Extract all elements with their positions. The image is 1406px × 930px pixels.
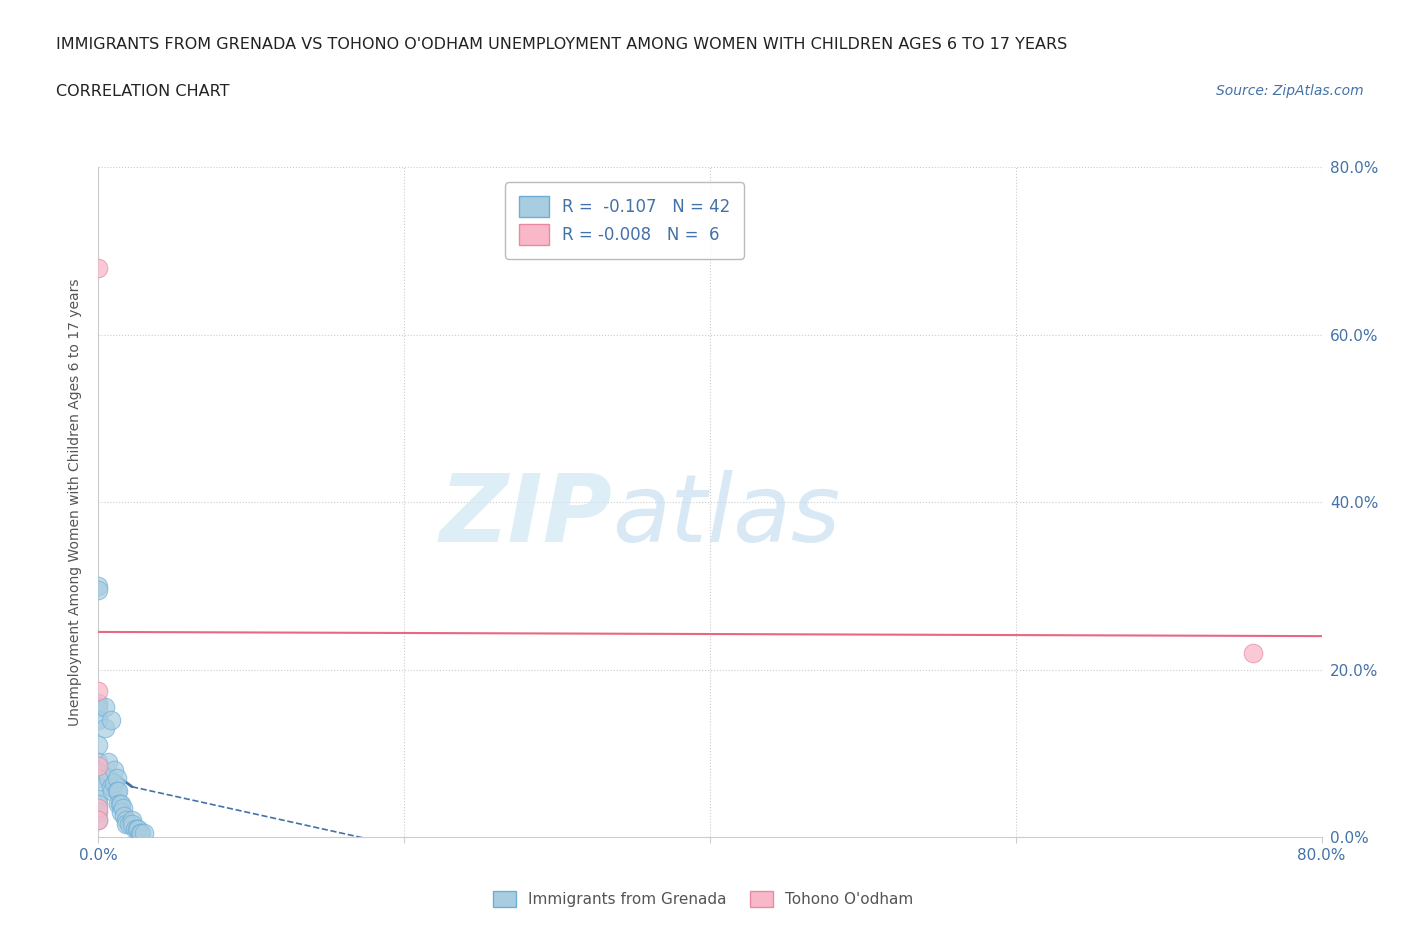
Point <box>129 826 152 841</box>
Point <box>1241 645 1264 660</box>
Point <box>110 796 132 811</box>
Point <box>87 800 110 815</box>
Point <box>125 821 148 836</box>
Point <box>127 821 149 836</box>
Point <box>105 783 128 798</box>
Point <box>121 813 143 828</box>
Point <box>107 783 129 798</box>
Point <box>105 771 128 786</box>
Legend: Immigrants from Grenada, Tohono O'odham: Immigrants from Grenada, Tohono O'odham <box>486 884 920 913</box>
Point <box>112 809 135 824</box>
Point <box>101 783 124 798</box>
Point <box>93 721 115 736</box>
Point <box>87 582 110 598</box>
Point <box>110 804 132 819</box>
Point <box>87 754 110 769</box>
Point <box>87 700 110 715</box>
Point <box>108 796 131 811</box>
Point <box>87 792 110 807</box>
Point <box>87 796 110 811</box>
Point <box>87 578 110 593</box>
Text: IMMIGRANTS FROM GRENADA VS TOHONO O'ODHAM UNEMPLOYMENT AMONG WOMEN WITH CHILDREN: IMMIGRANTS FROM GRENADA VS TOHONO O'ODHA… <box>56 37 1067 52</box>
Point <box>87 771 110 786</box>
Point <box>87 813 110 828</box>
Point <box>115 817 138 832</box>
Point <box>103 776 125 790</box>
Point <box>87 684 110 698</box>
Point <box>87 712 110 727</box>
Point <box>87 759 110 774</box>
Point <box>124 821 146 836</box>
Point <box>87 813 110 828</box>
Point <box>87 779 110 794</box>
Point <box>103 763 125 777</box>
Point <box>87 737 110 752</box>
Text: atlas: atlas <box>612 470 841 561</box>
Point <box>115 813 138 828</box>
Y-axis label: Unemployment Among Women with Children Ages 6 to 17 years: Unemployment Among Women with Children A… <box>67 278 82 726</box>
Point <box>87 696 110 711</box>
Point <box>107 796 129 811</box>
Point <box>134 826 156 841</box>
Point <box>87 804 110 819</box>
Point <box>97 754 120 769</box>
Text: Source: ZipAtlas.com: Source: ZipAtlas.com <box>1216 84 1364 98</box>
Point <box>111 800 134 815</box>
Point <box>97 771 120 786</box>
Point <box>93 700 115 715</box>
Point <box>87 260 110 275</box>
Text: ZIP: ZIP <box>439 470 612 562</box>
Point <box>100 712 122 727</box>
Point <box>100 779 122 794</box>
Point <box>128 826 150 841</box>
Legend: R =  -0.107   N = 42, R = -0.008   N =  6: R = -0.107 N = 42, R = -0.008 N = 6 <box>505 182 744 259</box>
Point <box>118 817 141 832</box>
Text: CORRELATION CHART: CORRELATION CHART <box>56 84 229 99</box>
Point <box>121 817 143 832</box>
